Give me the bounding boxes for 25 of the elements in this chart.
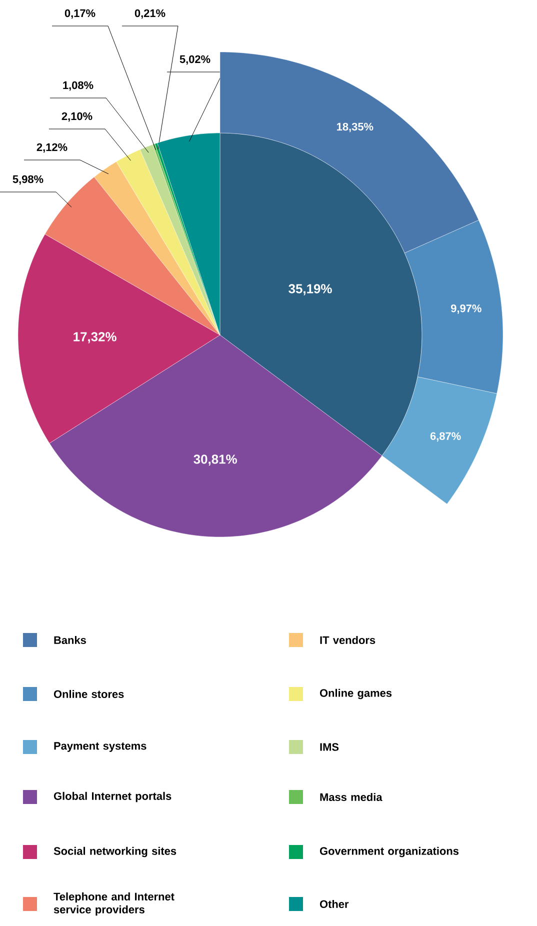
data-label: 30,81% [194,454,237,466]
data-label: 1,08% [63,81,94,91]
legend-label: Banks [54,636,86,644]
legend-label: Online stores [54,690,124,698]
data-label: 2,10% [62,112,92,122]
data-label: 0,17% [64,9,96,19]
legend-label: Mass media [320,792,382,802]
data-label: 6,87% [430,432,461,442]
legend-label: Social networking sites [54,846,176,858]
data-label: 35,19% [288,284,332,296]
data-label: 0,21% [134,9,166,19]
legend-label: Government organizations [320,846,459,858]
data-label: 5,02% [180,55,210,65]
legend-label: IMS [320,743,339,751]
legend-label: Payment systems [54,742,146,752]
legend-label: Other [320,900,349,908]
legend-label: Global Internet portals [54,792,172,802]
data-label: 18,35% [337,122,374,132]
data-label: 5,98% [12,175,44,185]
data-label: 17,32% [74,332,116,344]
legend-label: IT vendors [320,636,376,644]
data-label: 2,12% [36,143,68,153]
legend-label: Telephone and Internet service providers [54,892,174,916]
legend-label: Online games [320,688,392,700]
data-label: 9,97% [450,304,482,314]
